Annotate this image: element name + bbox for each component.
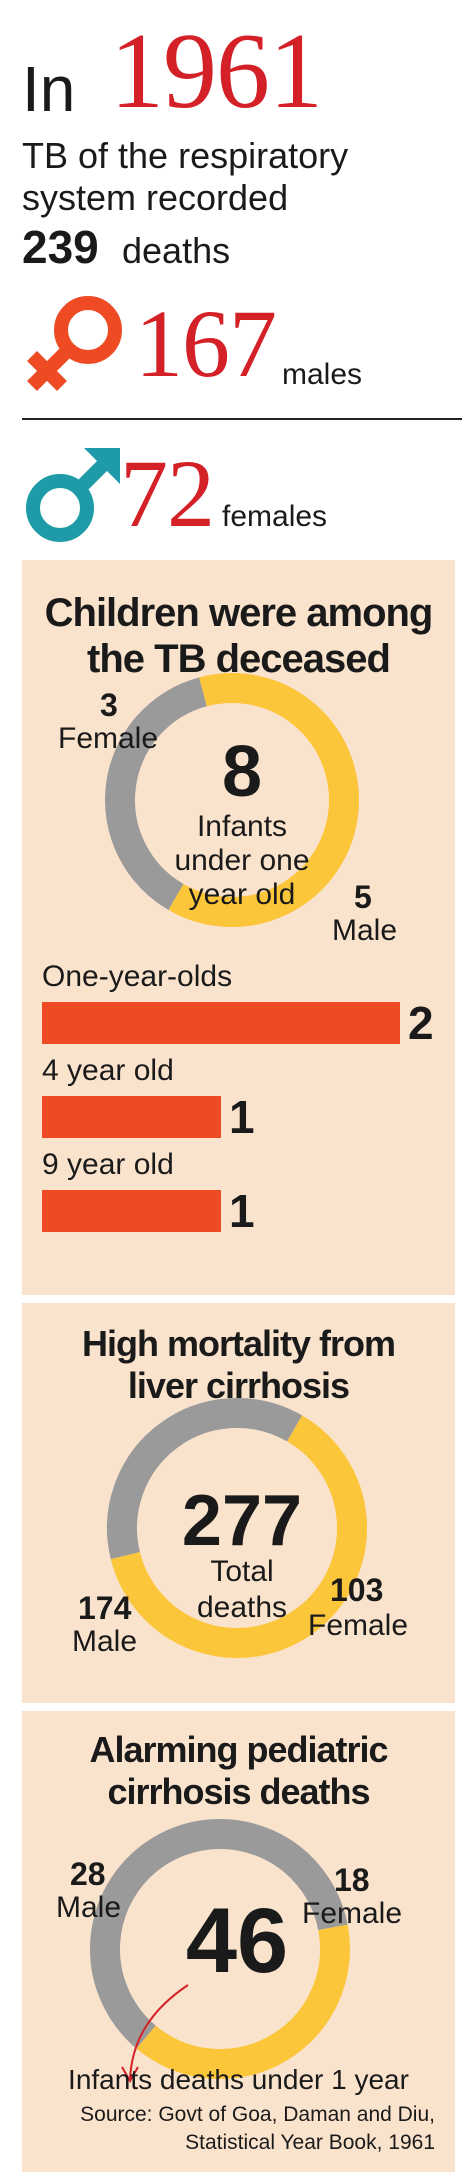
infant-center-line-3: year old [188, 878, 296, 911]
pediatric-male-value: 28 [70, 1856, 106, 1892]
cirrhosis-center-line-2: deaths [196, 1591, 288, 1624]
infant-female-label: Female [58, 722, 159, 755]
pediatric-total-number: 46 [185, 1890, 289, 1992]
infant-female-value: 3 [100, 687, 118, 723]
count-b-number: 72 [120, 440, 215, 547]
cirrhosis-slice-male [110, 1415, 367, 1658]
bar-value-9-year: 1 [229, 1185, 255, 1237]
pediatric-panel: Alarming pediatric cirrhosis deaths 46 2… [22, 1711, 455, 2172]
year-heading: 1961 [110, 12, 323, 131]
infant-total-number: 8 [221, 732, 263, 812]
cirrhosis-male-label: Male [72, 1625, 138, 1658]
infant-slice-female [105, 677, 208, 910]
bar-label-9-year: 9 year old [42, 1148, 174, 1181]
infant-slice-male [168, 673, 359, 927]
cirrhosis-female-label: Female [308, 1609, 409, 1642]
source-line-2: Statistical Year Book, 1961 [185, 2131, 435, 2154]
intro-line-1: TB of the respiratory [22, 135, 349, 176]
cirrhosis-center-line-1: Total [210, 1555, 274, 1588]
pediatric-panel-title-line-1: Alarming pediatric [89, 1729, 388, 1770]
infant-center-line-2: under one [174, 844, 310, 877]
intro-line-2: system recorded [22, 177, 289, 218]
cirrhosis-donut-chart [107, 1398, 367, 1658]
bar-4-year [42, 1096, 221, 1138]
count-b-label: females [222, 500, 328, 533]
pediatric-female-value: 18 [334, 1862, 370, 1898]
curved-arrow-icon [121, 1984, 189, 2084]
bar-value-4-year: 1 [229, 1091, 255, 1143]
children-tb-panel: Children were among the TB deceased 8 In… [22, 560, 455, 1295]
section-divider [22, 418, 462, 420]
pediatric-male-label: Male [56, 1891, 122, 1924]
bar-label-4-year: 4 year old [42, 1054, 174, 1087]
bar-value-one-year: 2 [408, 997, 434, 1049]
infant-center-line-1: Infants [196, 810, 288, 843]
cirrhosis-male-value: 174 [78, 1590, 132, 1626]
pediatric-donut-chart [90, 1819, 350, 2079]
children-panel-title-line-1: Children were among [44, 591, 434, 635]
infant-male-value: 5 [354, 879, 372, 915]
total-deaths-word: deaths [122, 230, 231, 271]
pediatric-annotation: Infants deaths under 1 year [68, 2064, 409, 2095]
bar-one-year [42, 1002, 400, 1044]
cirrhosis-panel-title-line-1: High mortality from [81, 1323, 396, 1364]
cirrhosis-total-number: 277 [181, 1481, 303, 1561]
infant-donut-chart [105, 673, 359, 927]
count-a-label: males [282, 358, 363, 391]
bar-9-year [42, 1190, 221, 1232]
bar-label-one-year: One-year-olds [42, 960, 233, 993]
cirrhosis-slice-female [107, 1398, 302, 1560]
cirrhosis-female-value: 103 [330, 1572, 384, 1608]
source-line-1: Source: Govt of Goa, Daman and Diu, [80, 2103, 435, 2126]
venus-symbol-icon [18, 290, 128, 400]
pediatric-panel-title-line-2: cirrhosis deaths [107, 1771, 370, 1812]
pediatric-slice-female [136, 1924, 350, 2079]
infant-male-label: Male [332, 914, 398, 947]
mars-symbol-icon [18, 440, 128, 550]
intro-in-label: In [22, 53, 76, 125]
pediatric-slice-male [90, 1819, 348, 2049]
total-deaths-number: 239 [22, 221, 99, 273]
count-a-number: 167 [135, 290, 277, 397]
pediatric-female-label: Female [302, 1897, 403, 1930]
cirrhosis-panel: High mortality from liver cirrhosis 277 … [22, 1303, 455, 1703]
